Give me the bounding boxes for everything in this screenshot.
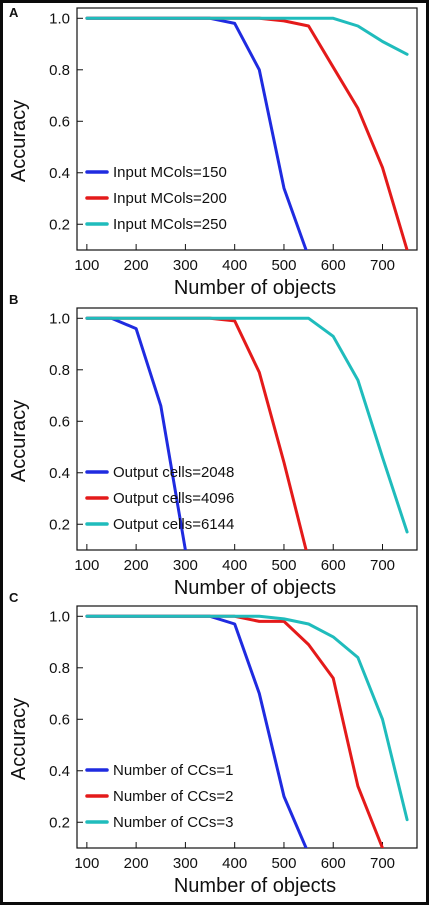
series-line-3 [85, 316, 409, 534]
figure-background [3, 3, 426, 902]
y-tick-label: 0.8 [49, 62, 70, 79]
y-tick-label: 0.4 [49, 465, 70, 482]
plot-frame [76, 7, 418, 251]
x-tick-label: 700 [370, 557, 395, 574]
y-tick-label: 1.0 [49, 608, 70, 625]
y-tick-label: 0.6 [49, 413, 70, 430]
chart-panel-b: B 0.2 0.4 0.6 0.8 1.0 100 200 300 400 500 600 700 Num… [8, 292, 418, 599]
x-tick-label: 500 [271, 257, 296, 274]
x-tick-label: 600 [321, 557, 346, 574]
x-tick-label: 200 [124, 855, 149, 872]
y-tick-label: 1.0 [49, 310, 70, 327]
panel-letter: B [9, 292, 18, 307]
plot-frame [76, 307, 418, 551]
legend-label-3: Output cells=6144 [113, 516, 234, 533]
x-tick-label: 100 [74, 855, 99, 872]
x-tick-label: 500 [271, 557, 296, 574]
x-tick-label: 200 [124, 257, 149, 274]
x-tick-label: 400 [222, 855, 247, 872]
legend-label-2: Input MCols=200 [113, 190, 227, 207]
y-tick-label: 1.0 [49, 10, 70, 27]
y-tick-label: 0.2 [49, 814, 70, 831]
x-tick-label: 700 [370, 257, 395, 274]
x-tick-label: 300 [173, 855, 198, 872]
x-tick-label: 300 [173, 257, 198, 274]
y-tick-label: 0.6 [49, 711, 70, 728]
y-axis-label: Accuracy [8, 400, 30, 482]
series-line-3 [85, 614, 409, 822]
legend-label-3: Input MCols=250 [113, 216, 227, 233]
y-tick-label: 0.4 [49, 763, 70, 780]
x-tick-label: 200 [124, 557, 149, 574]
x-axis-label: Number of objects [174, 875, 336, 897]
chart-panel-a: A 0.2 0.4 0.6 0.8 1.0 100 200 300 400 500 600 700 Num… [8, 5, 418, 299]
x-tick-label: 300 [173, 557, 198, 574]
panel-letter: A [9, 5, 19, 20]
legend-label-1: Input MCols=150 [113, 164, 227, 181]
y-tick-label: 0.2 [49, 516, 70, 533]
x-tick-label: 700 [370, 855, 395, 872]
x-tick-label: 100 [74, 557, 99, 574]
x-tick-label: 400 [222, 257, 247, 274]
legend-label-1: Output cells=2048 [113, 464, 234, 481]
plot-frame [76, 605, 418, 849]
y-axis-label: Accuracy [8, 100, 30, 182]
x-tick-label: 600 [321, 257, 346, 274]
x-tick-label: 600 [321, 855, 346, 872]
y-tick-label: 0.6 [49, 113, 70, 130]
y-tick-label: 0.4 [49, 165, 70, 182]
panels: A 0.2 0.4 0.6 0.8 1.0 100 200 300 400 500 600 700 Num… [8, 5, 418, 897]
series-line-3 [85, 16, 409, 56]
panel-letter: C [9, 590, 19, 605]
legend-label-1: Number of CCs=1 [113, 762, 233, 779]
x-tick-label: 500 [271, 855, 296, 872]
y-tick-label: 0.8 [49, 660, 70, 677]
x-axis-label: Number of objects [174, 577, 336, 599]
y-tick-label: 0.2 [49, 216, 70, 233]
x-tick-label: 100 [74, 257, 99, 274]
y-axis-label: Accuracy [8, 698, 30, 780]
legend-label-2: Number of CCs=2 [113, 788, 233, 805]
legend-label-3: Number of CCs=3 [113, 814, 233, 831]
legend-label-2: Output cells=4096 [113, 490, 234, 507]
x-axis-label: Number of objects [174, 277, 336, 299]
chart-panel-c: C 0.2 0.4 0.6 0.8 1.0 100 200 300 400 500 600 700 Num… [8, 590, 418, 897]
x-tick-label: 400 [222, 557, 247, 574]
y-tick-label: 0.8 [49, 362, 70, 379]
